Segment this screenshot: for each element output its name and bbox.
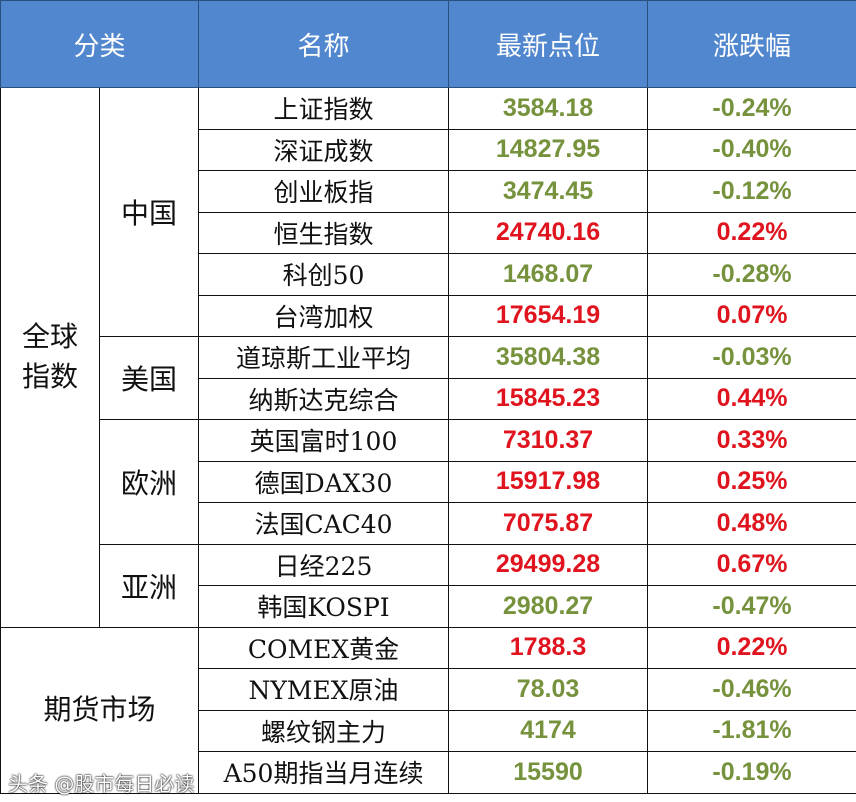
header-row: 分类 名称 最新点位 涨跌幅 — [0, 0, 856, 88]
latest-value: 7310.37 — [448, 419, 649, 462]
change-value: -0.28% — [647, 253, 856, 296]
table-row: 法国CAC40 7075.87 0.48% — [1, 502, 856, 545]
table-row: 德国DAX30 15917.98 0.25% — [1, 460, 856, 503]
latest-value: 29499.28 — [448, 543, 649, 586]
change-value: 0.22% — [647, 626, 856, 669]
index-name: A50期指当月连续 — [198, 751, 450, 794]
change-value: 0.44% — [647, 377, 856, 420]
index-name: 恒生指数 — [198, 211, 450, 254]
index-name: NYMEX原油 — [198, 668, 450, 711]
change-value: 0.33% — [647, 419, 856, 462]
latest-value: 15590 — [448, 751, 649, 794]
index-name: 上证指数 — [198, 87, 450, 130]
group-label: 期货市场 — [0, 626, 200, 794]
header-latest: 最新点位 — [448, 0, 649, 88]
index-name: 台湾加权 — [198, 294, 450, 337]
table-row: 全球指数 中国 上证指数 3584.18 -0.24% — [0, 87, 856, 628]
table-row: 螺纹钢主力 4174 -1.81% — [1, 709, 856, 752]
subgroup-label: 美国 — [98, 336, 200, 420]
change-value: -0.03% — [647, 336, 856, 379]
latest-value: 24740.16 — [448, 211, 649, 254]
latest-value: 15845.23 — [448, 377, 649, 420]
change-value: 0.25% — [647, 460, 856, 503]
index-name: 科创50 — [198, 253, 450, 296]
index-name: 韩国KOSPI — [198, 585, 450, 628]
header-change: 涨跌幅 — [647, 0, 856, 88]
change-value: 0.67% — [647, 543, 856, 586]
change-value: -1.81% — [647, 709, 856, 752]
index-name: 英国富时100 — [198, 419, 450, 462]
latest-value: 4174 — [448, 709, 649, 752]
index-name: 德国DAX30 — [198, 460, 450, 503]
change-value: -0.12% — [647, 170, 856, 213]
table-row: 欧洲 英国富时100 7310.37 0.33% — [1, 419, 856, 545]
latest-value: 3584.18 — [448, 87, 649, 130]
header-name: 名称 — [198, 0, 450, 88]
latest-value: 17654.19 — [448, 294, 649, 337]
table-row: 亚洲 日经225 29499.28 0.67% — [1, 543, 856, 628]
change-value: -0.40% — [647, 128, 856, 171]
change-value: -0.19% — [647, 751, 856, 794]
change-value: -0.46% — [647, 668, 856, 711]
table-row: 深证成数 14827.95 -0.40% — [1, 128, 856, 171]
latest-value: 35804.38 — [448, 336, 649, 379]
change-value: -0.24% — [647, 87, 856, 130]
latest-value: 78.03 — [448, 668, 649, 711]
latest-value: 1468.07 — [448, 253, 649, 296]
latest-value: 15917.98 — [448, 460, 649, 503]
change-value: -0.47% — [647, 585, 856, 628]
index-name: 日经225 — [198, 543, 450, 586]
index-name: 创业板指 — [198, 170, 450, 213]
header-category: 分类 — [0, 0, 200, 88]
table-row: 台湾加权 17654.19 0.07% — [1, 294, 856, 337]
table-row: 科创50 1468.07 -0.28% — [1, 253, 856, 296]
change-value: 0.22% — [647, 211, 856, 254]
index-name: 螺纹钢主力 — [198, 709, 450, 752]
latest-value: 14827.95 — [448, 128, 649, 171]
change-value: 0.07% — [647, 294, 856, 337]
watermark: 头条 @股市每日必读 — [8, 772, 195, 796]
latest-value: 2980.27 — [448, 585, 649, 628]
index-name: 道琼斯工业平均 — [198, 336, 450, 379]
table-row: 期货市场 COMEX黄金 1788.3 0.22% — [0, 626, 856, 794]
table-row: A50期指当月连续 15590 -0.19% — [1, 751, 856, 794]
subgroup-label: 欧洲 — [98, 419, 200, 545]
latest-value: 3474.45 — [448, 170, 649, 213]
subgroup-label: 亚洲 — [98, 543, 200, 628]
table-row: 纳斯达克综合 15845.23 0.44% — [1, 377, 856, 420]
index-name: 深证成数 — [198, 128, 450, 171]
latest-value: 1788.3 — [448, 626, 649, 669]
subgroup-label: 中国 — [98, 87, 200, 337]
group-label: 全球指数 — [0, 87, 100, 628]
index-name: COMEX黄金 — [198, 626, 450, 669]
change-value: 0.48% — [647, 502, 856, 545]
index-name: 法国CAC40 — [198, 502, 450, 545]
table-row: 美国 道琼斯工业平均 35804.38 -0.03% — [1, 336, 856, 420]
latest-value: 7075.87 — [448, 502, 649, 545]
index-name: 纳斯达克综合 — [198, 377, 450, 420]
table-row: 韩国KOSPI 2980.27 -0.47% — [1, 585, 856, 628]
